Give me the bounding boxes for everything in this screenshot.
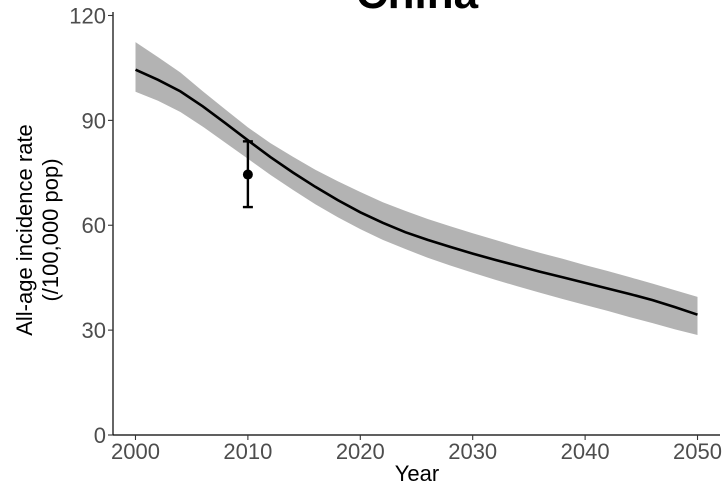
y-tick-label: 90	[82, 108, 106, 133]
y-tick-label: 120	[69, 3, 106, 28]
y-axis-title-line1: All-age incidence rate	[12, 124, 37, 336]
x-tick-label: 2040	[561, 439, 610, 464]
y-tick-label: 0	[94, 423, 106, 448]
confidence-band	[135, 42, 698, 335]
observed-points	[242, 140, 253, 209]
y-tick-label: 60	[82, 213, 106, 238]
x-tick-label: 2010	[223, 439, 272, 464]
y-tick-label: 30	[82, 318, 106, 343]
series-line	[134, 68, 698, 316]
y-axis-ticks: 0 30 60 90 120	[69, 3, 113, 448]
plot-area	[134, 42, 698, 335]
x-axis-title: Year	[395, 461, 439, 486]
chart-title: China	[356, 0, 479, 18]
x-tick-label: 2050	[673, 439, 722, 464]
x-tick-label: 2030	[448, 439, 497, 464]
y-axis-title-line2: (/100,000 pop)	[38, 158, 63, 301]
x-tick-label: 2020	[336, 439, 385, 464]
x-tick-label: 2000	[111, 439, 160, 464]
x-axis-ticks: 2000 2010 2020 2030 2040 2050	[111, 435, 722, 464]
observed-point	[242, 169, 253, 180]
